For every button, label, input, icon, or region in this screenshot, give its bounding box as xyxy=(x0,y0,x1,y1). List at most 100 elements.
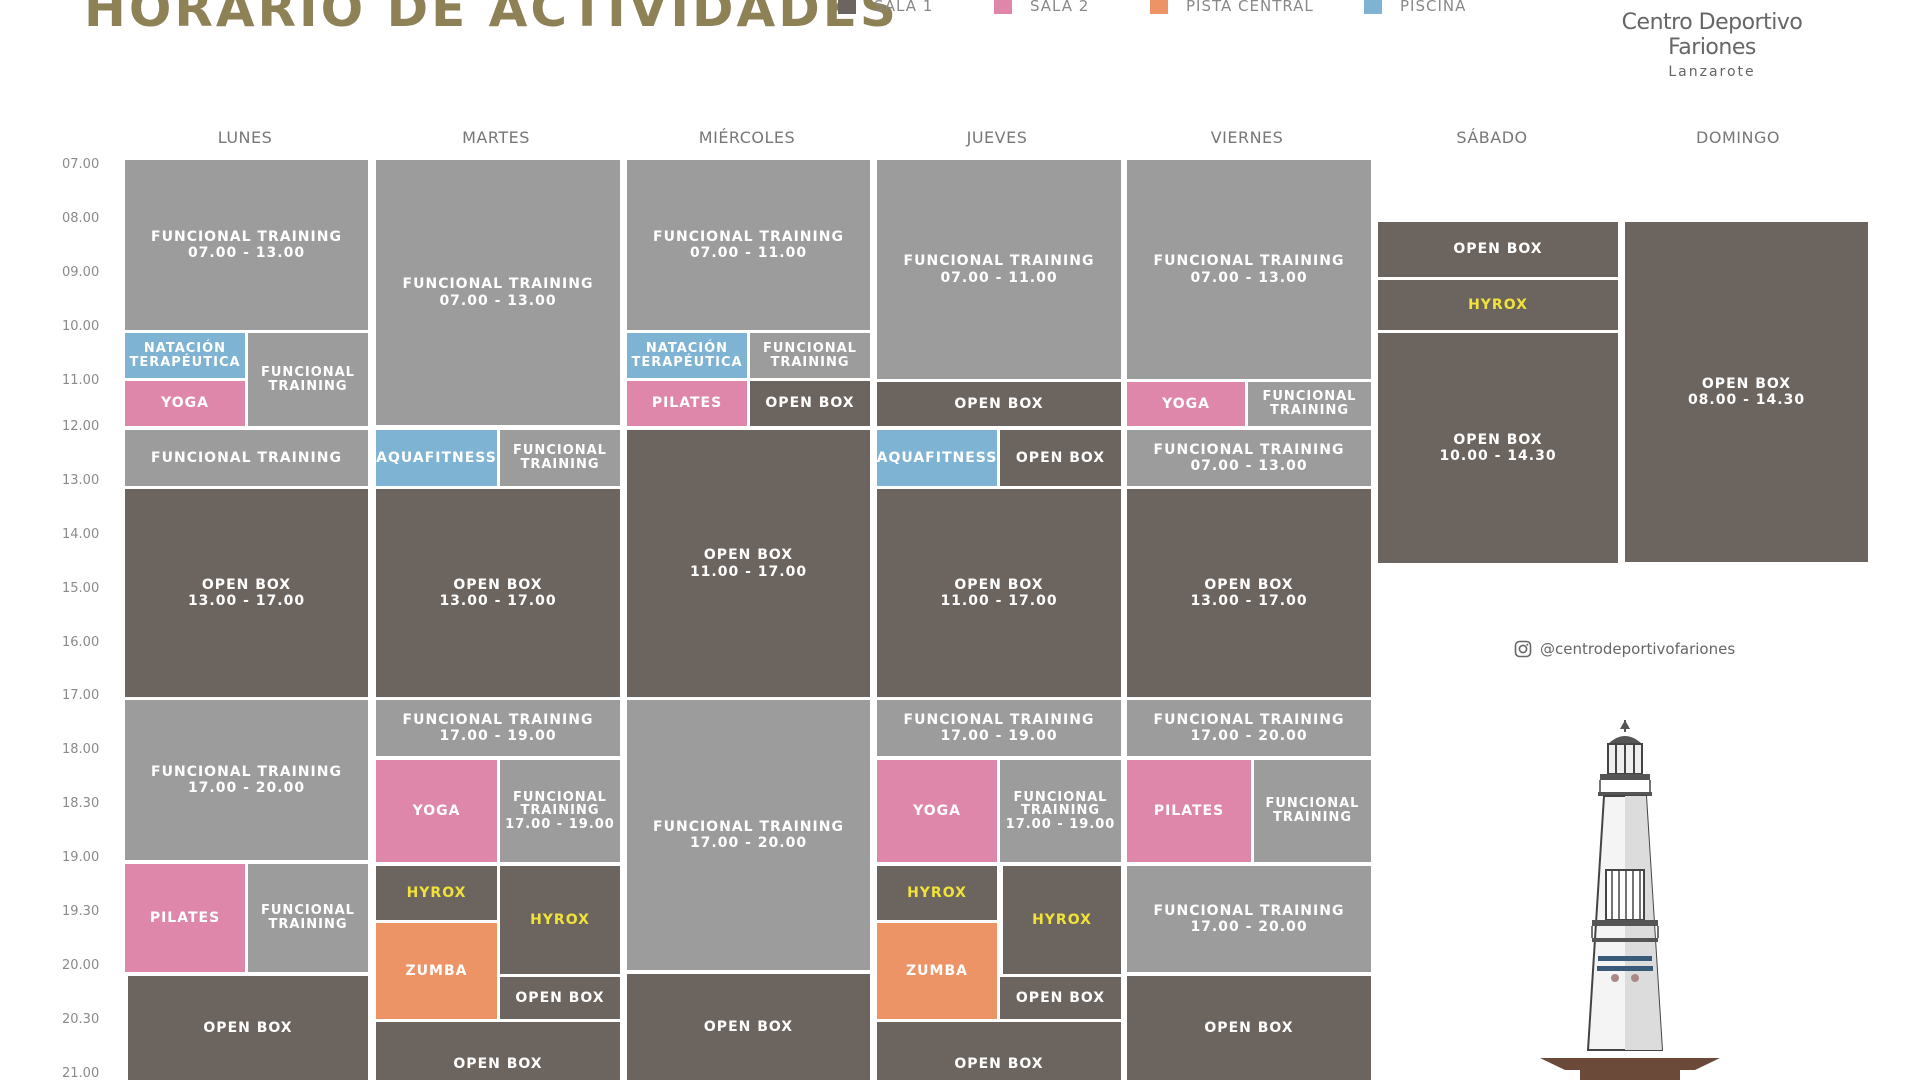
instagram-icon xyxy=(1514,640,1532,658)
legend-swatch xyxy=(838,0,856,14)
activity-block[interactable]: OPEN BOX xyxy=(877,382,1121,426)
activity-block[interactable]: OPEN BOX 13.00 - 17.00 xyxy=(1127,489,1371,697)
activity-time: 17.00 - 19.00 xyxy=(439,728,557,744)
activity-block[interactable]: ZUMBA xyxy=(376,923,497,1019)
activity-block[interactable]: OPEN BOX 10.00 - 14.30 xyxy=(1378,333,1618,563)
activity-block[interactable]: OPEN BOX xyxy=(750,381,870,426)
activity-time: 13.00 - 17.00 xyxy=(187,593,306,609)
activity-block[interactable]: OPEN BOX xyxy=(627,974,870,1080)
activity-time: 07.00 - 13.00 xyxy=(1190,458,1308,474)
instagram-handle[interactable]: @centrodeportivofariones xyxy=(1514,640,1735,658)
legend-item-sala1: SALA 1 xyxy=(838,0,933,15)
activity-block[interactable]: AQUAFITNESS xyxy=(376,430,497,486)
activity-block[interactable]: NATACIÓN TERAPÉUTICA xyxy=(125,333,245,378)
activity-block[interactable]: FUNCIONAL TRAINING 07.00 - 13.00 xyxy=(1127,160,1371,379)
activity-block[interactable]: AQUAFITNESS xyxy=(877,430,997,486)
activity-block[interactable]: FUNCIONAL TRAINING xyxy=(1248,382,1371,426)
activity-block[interactable]: OPEN BOX xyxy=(1127,976,1371,1080)
activity-block[interactable]: FUNCIONAL TRAINING xyxy=(1254,760,1371,862)
activity-time: 11.00 - 17.00 xyxy=(940,593,1058,609)
activity-block[interactable]: OPEN BOX 11.00 - 17.00 xyxy=(877,489,1121,697)
activity-name: OPEN BOX xyxy=(1204,1019,1294,1036)
activity-block[interactable]: FUNCIONAL TRAINING xyxy=(500,430,620,486)
activity-name: FUNCIONAL TRAINING xyxy=(1265,796,1360,825)
activity-block[interactable]: FUNCIONAL TRAINING 07.00 - 13.00 xyxy=(376,160,620,425)
activity-block[interactable]: FUNCIONAL TRAINING 17.00 - 19.00 xyxy=(500,760,620,862)
activity-name: OPEN BOX xyxy=(954,395,1044,412)
activity-time: 07.00 - 11.00 xyxy=(689,245,808,261)
activity-block[interactable]: FUNCIONAL TRAINING 07.00 - 13.00 xyxy=(125,160,368,330)
activity-block[interactable]: HYROX xyxy=(500,866,620,974)
activity-name: HYROX xyxy=(1468,296,1528,313)
activity-name: FUNCIONAL TRAINING xyxy=(653,228,844,245)
activity-block[interactable]: FUNCIONAL TRAINING 07.00 - 13.00 xyxy=(1127,430,1371,486)
activity-time: 17.00 - 19.00 xyxy=(505,816,615,832)
activity-block[interactable]: OPEN BOX 13.00 - 17.00 xyxy=(376,489,620,697)
activity-name: OPEN BOX xyxy=(703,547,794,564)
activity-block[interactable]: FUNCIONAL TRAINING 17.00 - 20.00 xyxy=(1127,700,1371,756)
day-header-viernes: VIERNES xyxy=(1210,128,1284,147)
activity-time: 07.00 - 11.00 xyxy=(940,269,1058,286)
activity-block[interactable]: NATACIÓN TERAPÉUTICA xyxy=(627,333,747,378)
activity-name: YOGA xyxy=(161,395,209,412)
activity-block[interactable]: FUNCIONAL TRAINING 17.00 - 20.00 xyxy=(125,700,368,860)
activity-block[interactable]: PILATES xyxy=(627,381,747,426)
activity-name: ZUMBA xyxy=(405,962,468,979)
activity-time: 17.00 - 20.00 xyxy=(187,780,306,796)
activity-block[interactable]: FUNCIONAL TRAINING 17.00 - 20.00 xyxy=(1127,866,1371,972)
activity-block[interactable]: OPEN BOX 08.00 - 14.30 xyxy=(1625,222,1868,562)
time-label: 08.00 xyxy=(62,211,100,226)
activity-block[interactable]: FUNCIONAL TRAINING xyxy=(125,430,368,486)
activity-time: 08.00 - 14.30 xyxy=(1687,392,1806,408)
activity-block[interactable]: OPEN BOX xyxy=(1000,977,1121,1019)
time-label: 09.00 xyxy=(62,265,100,280)
activity-block[interactable]: HYROX xyxy=(1378,280,1618,330)
activity-block[interactable]: YOGA xyxy=(877,760,997,862)
time-label: 20.00 xyxy=(62,958,100,973)
activity-name: OPEN BOX xyxy=(453,576,543,593)
activity-block[interactable]: FUNCIONAL TRAINING 07.00 - 11.00 xyxy=(877,160,1121,379)
activity-block[interactable]: OPEN BOX xyxy=(128,976,368,1080)
activity-name: FUNCIONAL TRAINING xyxy=(1153,441,1345,458)
activity-block[interactable]: PILATES xyxy=(125,864,245,972)
activity-block[interactable]: OPEN BOX 11.00 - 17.00 xyxy=(627,430,870,697)
activity-name: FUNCIONAL TRAINING xyxy=(903,711,1095,728)
activity-block[interactable]: PILATES xyxy=(1127,760,1251,862)
activity-name: FUNCIONAL TRAINING xyxy=(903,253,1095,270)
activity-name: AQUAFITNESS xyxy=(376,449,497,466)
activity-block[interactable]: OPEN BOX xyxy=(1000,430,1121,486)
activity-block[interactable]: HYROX xyxy=(376,866,497,920)
activity-name: OPEN BOX xyxy=(1453,241,1543,258)
activity-block[interactable]: FUNCIONAL TRAINING 17.00 - 19.00 xyxy=(1000,760,1121,862)
time-label: 10.00 xyxy=(62,319,100,334)
activity-block[interactable]: OPEN BOX xyxy=(877,1022,1121,1080)
activity-block[interactable]: OPEN BOX xyxy=(376,1022,620,1080)
legend-swatch xyxy=(1150,0,1168,14)
activity-block[interactable]: HYROX xyxy=(1003,866,1121,974)
activity-block[interactable]: ZUMBA xyxy=(877,923,997,1019)
activity-block[interactable]: OPEN BOX xyxy=(500,977,620,1019)
activity-block[interactable]: FUNCIONAL TRAINING xyxy=(248,864,368,972)
activity-block[interactable]: HYROX xyxy=(877,866,997,920)
activity-time: 07.00 - 13.00 xyxy=(439,292,557,309)
time-label: 11.00 xyxy=(62,373,100,388)
activity-block[interactable]: FUNCIONAL TRAINING 07.00 - 11.00 xyxy=(627,160,870,330)
activity-block[interactable]: YOGA xyxy=(1127,382,1245,426)
activity-block[interactable]: FUNCIONAL TRAINING 17.00 - 20.00 xyxy=(627,700,870,970)
activity-block[interactable]: FUNCIONAL TRAINING xyxy=(750,333,870,378)
activity-name: OPEN BOX xyxy=(765,395,855,412)
lighthouse-illustration xyxy=(1540,720,1720,1080)
day-header-miercoles: MIÉRCOLES xyxy=(698,128,796,147)
activity-name: OPEN BOX xyxy=(515,989,605,1006)
activity-block[interactable]: FUNCIONAL TRAINING 17.00 - 19.00 xyxy=(877,700,1121,756)
brand-location: Lanzarote xyxy=(1668,64,1756,80)
activity-name: OPEN BOX xyxy=(203,1019,293,1036)
activity-block[interactable]: FUNCIONAL TRAINING xyxy=(248,333,368,426)
activity-block[interactable]: YOGA xyxy=(125,381,245,426)
activity-time: 07.00 - 13.00 xyxy=(1190,269,1308,286)
activity-block[interactable]: OPEN BOX xyxy=(1378,222,1618,277)
activity-name: FUNCIONAL TRAINING xyxy=(151,449,342,466)
activity-block[interactable]: OPEN BOX 13.00 - 17.00 xyxy=(125,489,368,697)
activity-block[interactable]: FUNCIONAL TRAINING 17.00 - 19.00 xyxy=(376,700,620,756)
activity-block[interactable]: YOGA xyxy=(376,760,497,862)
